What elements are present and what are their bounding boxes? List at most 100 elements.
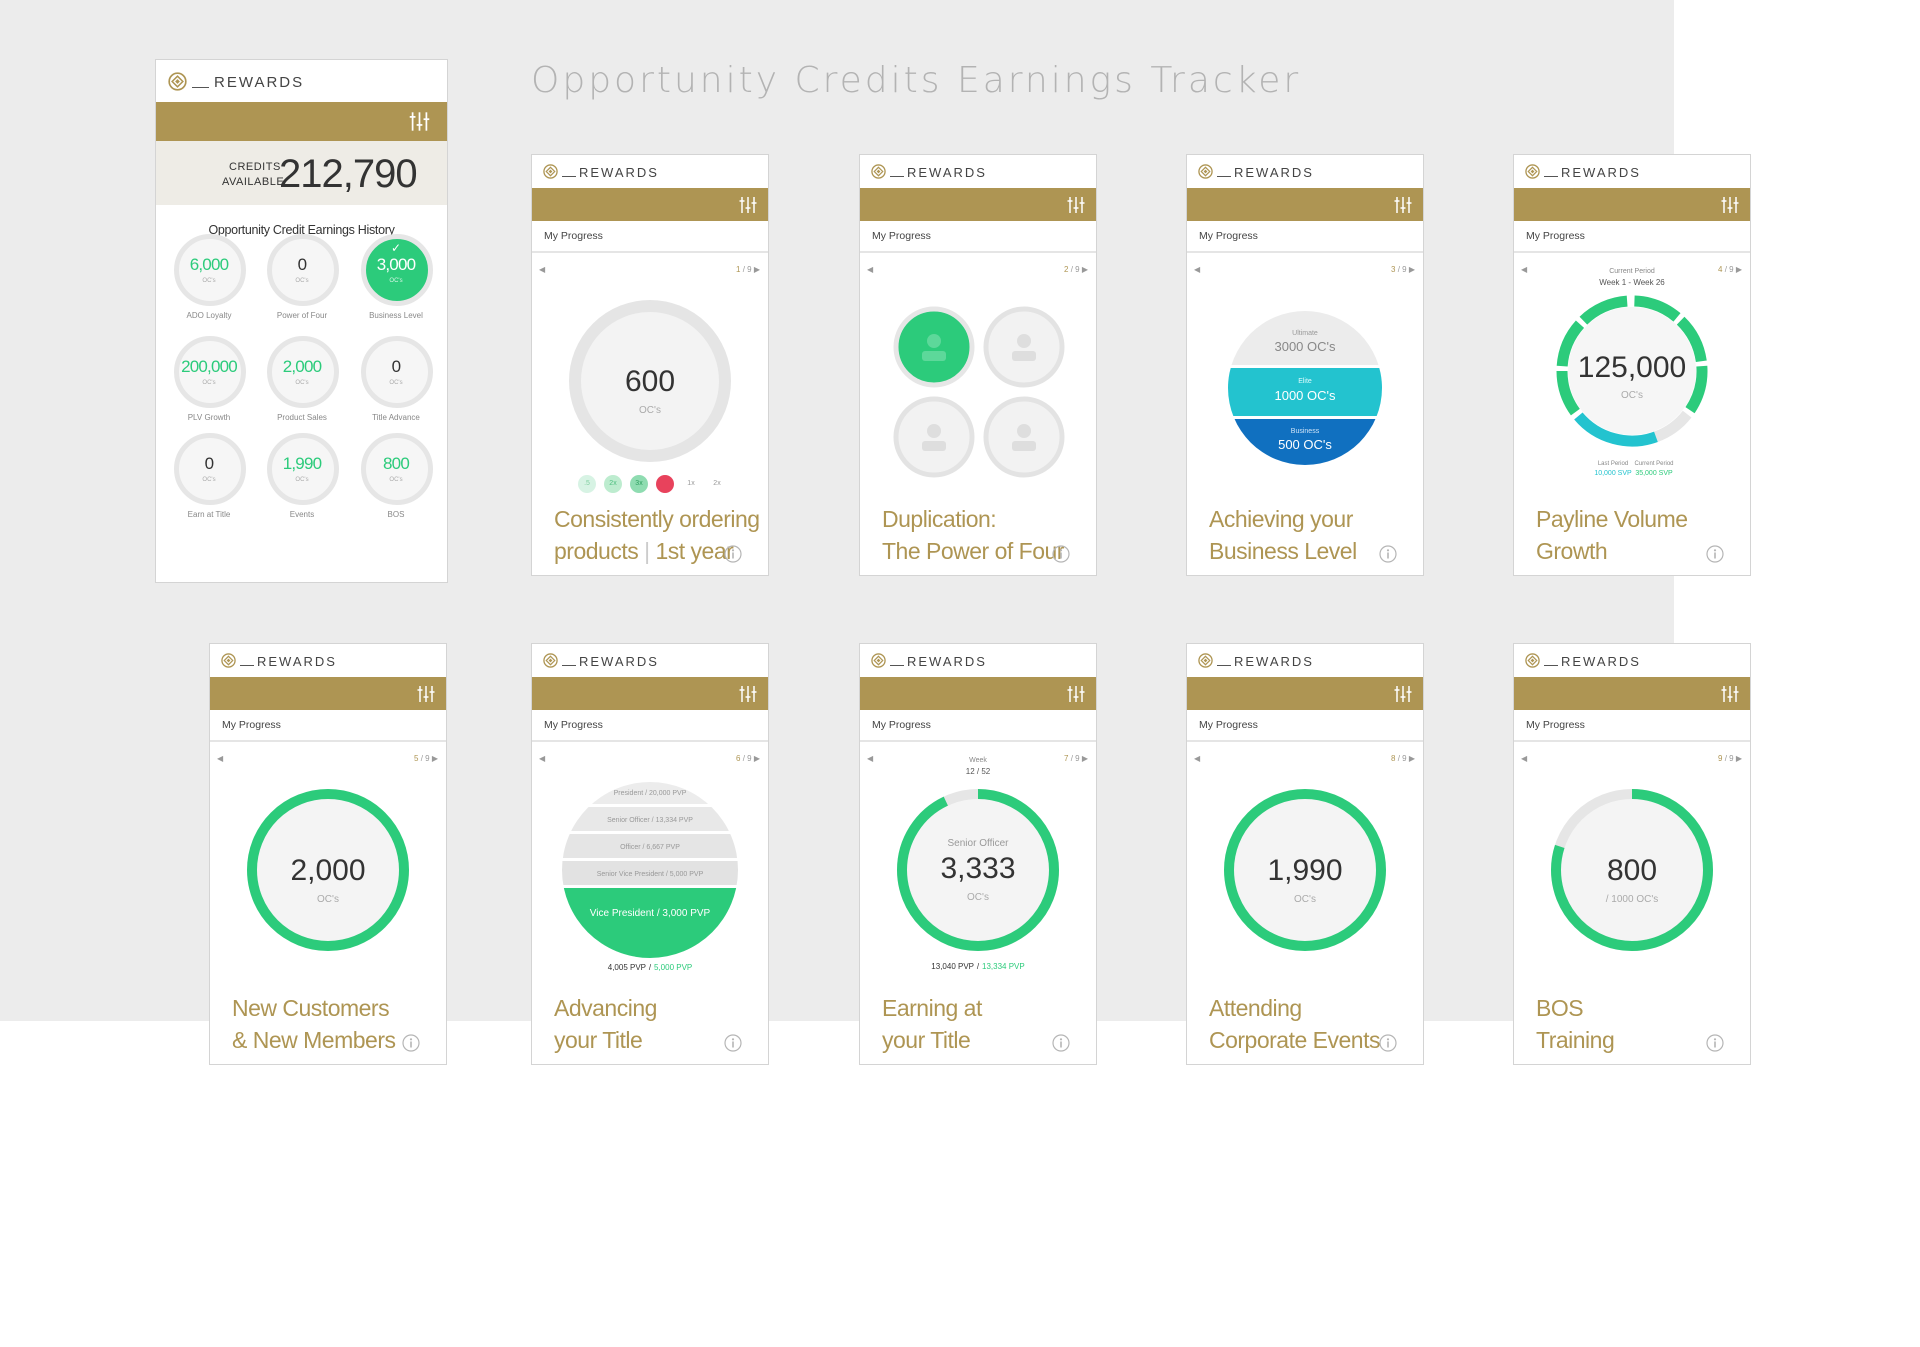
rewards-logo-icon [543, 164, 558, 179]
history-item[interactable]: 1,990 OC's Events [264, 430, 340, 530]
card-power-of-four: REWARDS My Progress ◀ 2 / 9 ▶ [859, 154, 1097, 576]
prev-arrow-icon[interactable]: ◀ [867, 754, 874, 763]
card-caption: Payline Volume Growth [1536, 503, 1688, 567]
multiplier-dot[interactable]: 2x [708, 475, 726, 493]
title-band [562, 807, 738, 831]
filter-sliders-icon[interactable] [1720, 195, 1740, 215]
current-title-label: Vice President / 3,000 PVP [590, 908, 711, 919]
card-body: ◀ 1 / 9 ▶ 600 OC's .5 2x 3x 1x 2x [532, 253, 768, 545]
ring-unit: OC's [317, 894, 339, 905]
pager-total: 9 [1075, 265, 1080, 274]
logo-divider [890, 665, 904, 666]
next-arrow-icon[interactable]: 6 / 9 ▶ [736, 754, 760, 763]
info-icon[interactable] [1706, 1034, 1724, 1052]
history-item[interactable]: 6,000 OC's ADO Loyalty [171, 231, 247, 331]
filter-sliders-icon[interactable] [1066, 195, 1086, 215]
app-header: REWARDS [1514, 644, 1750, 677]
filter-sliders-icon[interactable] [408, 110, 431, 133]
oc-ring-chart: 2,000 OC's [247, 789, 409, 951]
info-icon[interactable] [1379, 545, 1397, 563]
history-item[interactable]: 0 OC's Power of Four [264, 231, 340, 331]
logo-divider [890, 176, 904, 177]
multiplier-dot[interactable]: 2x [604, 475, 622, 493]
my-progress-label: My Progress [1526, 230, 1585, 242]
history-item[interactable]: 0 OC's Title Advance [358, 333, 434, 433]
history-item[interactable]: 0 OC's Earn at Title [171, 430, 247, 530]
multiplier-dot[interactable]: .5 [578, 475, 596, 493]
info-icon[interactable] [1052, 1034, 1070, 1052]
next-arrow-icon[interactable]: 4 / 9 ▶ [1718, 265, 1742, 274]
history-value: 1,990 [282, 454, 322, 473]
title-band-current [562, 888, 738, 958]
filter-sliders-icon[interactable] [738, 684, 758, 704]
filter-sliders-icon[interactable] [416, 684, 436, 704]
info-icon[interactable] [724, 1034, 742, 1052]
segmented-ring [1556, 295, 1708, 447]
pager: ◀ 8 / 9 ▶ [1187, 754, 1423, 764]
history-circle [361, 336, 433, 408]
prev-arrow-icon[interactable]: ◀ [539, 265, 546, 274]
filter-sliders-icon[interactable] [1720, 684, 1740, 704]
filter-sliders-icon[interactable] [1066, 684, 1086, 704]
pager-sep: / [1395, 265, 1403, 274]
week-value: 12 / 52 [966, 767, 991, 776]
multiplier-dot[interactable]: 3x [630, 475, 648, 493]
caption-line-1: Achieving your [1209, 506, 1353, 532]
app-header: REWARDS [1187, 644, 1423, 677]
info-icon[interactable] [1052, 545, 1070, 563]
filter-sliders-icon[interactable] [738, 195, 758, 215]
prev-arrow-icon[interactable]: ◀ [539, 754, 546, 763]
prev-arrow-icon[interactable]: ◀ [867, 265, 874, 274]
last-period-value: 10,000 SVP [1594, 470, 1632, 477]
title-label: President / 20,000 PVP [614, 790, 687, 797]
history-circle [361, 234, 433, 306]
history-item[interactable]: 2,000 OC's Product Sales [264, 333, 340, 433]
next-arrow-icon[interactable]: 2 / 9 ▶ [1064, 265, 1088, 274]
next-arrow-icon[interactable]: 1 / 9 ▶ [736, 265, 760, 274]
period-value: Week 1 - Week 26 [1599, 278, 1665, 287]
card-earning-title: REWARDS My Progress ◀ 7 / 9 ▶ Week 12 / … [859, 643, 1097, 1065]
ring-center [1568, 307, 1696, 435]
info-icon[interactable] [1379, 1034, 1397, 1052]
prev-arrow-icon[interactable]: ◀ [217, 754, 224, 763]
history-circle [174, 336, 246, 408]
info-icon[interactable] [724, 545, 742, 563]
title-label: Senior Vice President / 5,000 PVP [597, 871, 704, 878]
card-body: ◀ 5 / 9 ▶ 2,000 OC's [210, 742, 446, 1034]
app-header: REWARDS [1187, 155, 1423, 188]
next-arrow-icon[interactable]: 8 / 9 ▶ [1391, 754, 1415, 763]
multiplier-dot[interactable]: 1x [682, 475, 700, 493]
next-arrow-icon[interactable]: 3 / 9 ▶ [1391, 265, 1415, 274]
history-value: 800 [383, 454, 410, 473]
level-name: Ultimate [1292, 330, 1318, 337]
ring-segment [1579, 295, 1628, 325]
multiplier-dot-active[interactable] [656, 475, 674, 493]
prev-arrow-icon[interactable]: ◀ [1194, 265, 1201, 274]
info-icon[interactable] [1706, 545, 1724, 563]
filter-sliders-icon[interactable] [1393, 684, 1413, 704]
card-caption: BOS Training [1536, 992, 1615, 1056]
info-icon[interactable] [402, 1034, 420, 1052]
next-arrow-icon[interactable]: 7 / 9 ▶ [1064, 754, 1088, 763]
prev-arrow-icon[interactable]: ◀ [1194, 754, 1201, 763]
card-caption: Consistently ordering products | 1st yea… [554, 503, 760, 567]
my-progress-header: My Progress [1187, 710, 1423, 742]
caption-line-2: Business Level [1209, 538, 1357, 564]
logo-divider [1544, 665, 1558, 666]
next-arrow-icon[interactable]: 9 / 9 ▶ [1718, 754, 1742, 763]
history-unit: OC's [389, 380, 403, 386]
level-value: 500 OC's [1278, 437, 1332, 452]
brand-name: REWARDS [579, 165, 659, 180]
level-name: Business [1291, 428, 1320, 435]
next-arrow-icon[interactable]: 5 / 9 ▶ [414, 754, 438, 763]
history-item[interactable]: 800 OC's BOS [358, 430, 434, 530]
history-item[interactable]: 200,000 OC's PLV Growth [171, 333, 247, 433]
my-progress-header: My Progress [1187, 221, 1423, 253]
filter-sliders-icon[interactable] [1393, 195, 1413, 215]
prev-arrow-icon[interactable]: ◀ [1521, 265, 1528, 274]
caption-line-1: BOS [1536, 995, 1584, 1021]
prev-arrow-icon[interactable]: ◀ [1521, 754, 1528, 763]
history-item[interactable]: ✓ 3,000 OC's Business Level [358, 231, 434, 331]
oc-ring-chart: 1,990 OC's [1224, 789, 1386, 951]
week-label: Week [969, 757, 987, 764]
